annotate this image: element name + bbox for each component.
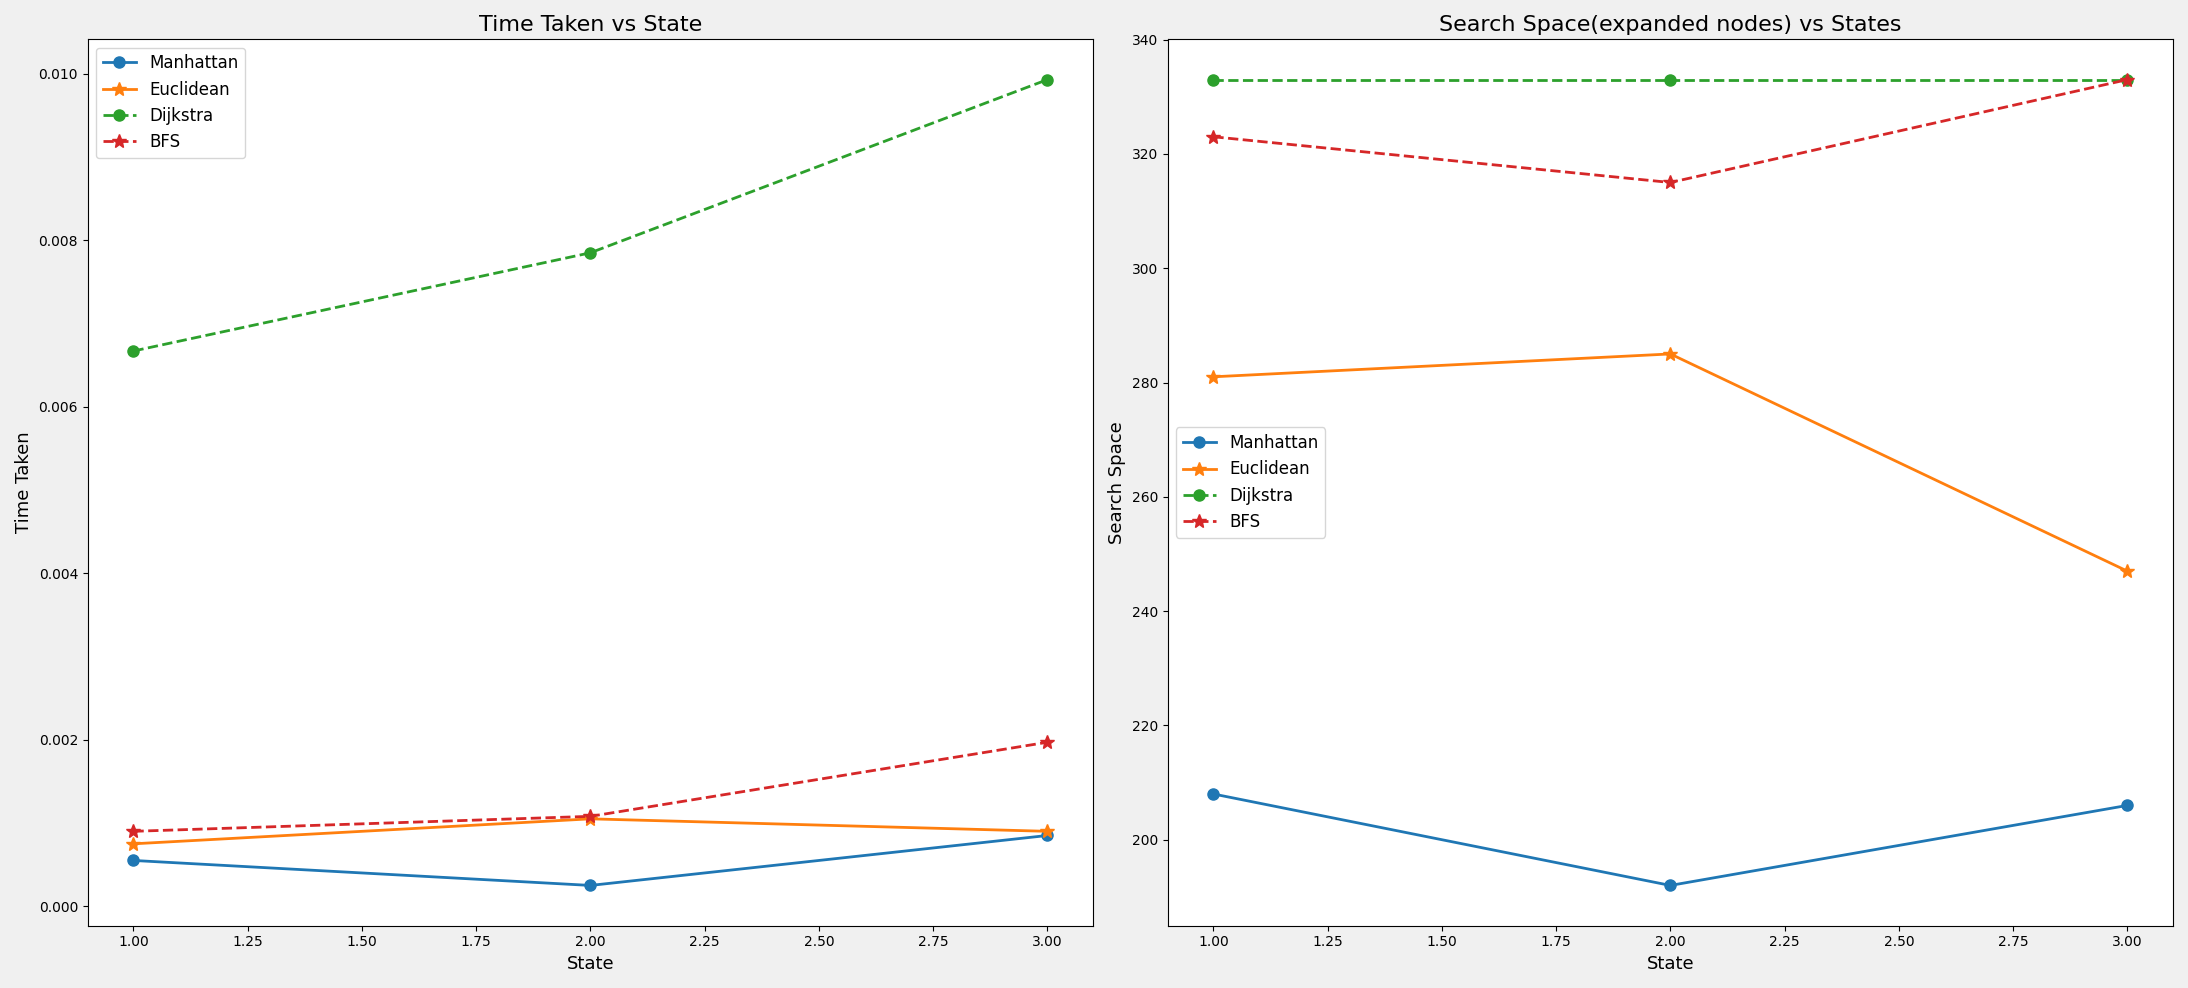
BFS [578, 810, 604, 822]
Y-axis label: Search Space: Search Space [1107, 421, 1127, 544]
Euclidean [1035, 825, 1061, 837]
Line: Dijkstra: Dijkstra [127, 74, 1052, 357]
Title: Search Space(expanded nodes) vs States: Search Space(expanded nodes) vs States [1440, 15, 1901, 35]
Euclidean [120, 838, 147, 850]
Euclidean [578, 813, 604, 825]
Euclidean [1656, 348, 1683, 360]
BFS [2114, 74, 2140, 86]
Line: Euclidean: Euclidean [127, 812, 1055, 851]
Manhattan [1201, 788, 1227, 800]
Legend: Manhattan, Euclidean, Dijkstra, BFS: Manhattan, Euclidean, Dijkstra, BFS [1175, 428, 1326, 537]
BFS [1201, 130, 1227, 142]
BFS [1656, 177, 1683, 189]
Title: Time Taken vs State: Time Taken vs State [479, 15, 702, 35]
Manhattan [578, 879, 604, 891]
Line: BFS: BFS [127, 735, 1055, 838]
Line: Dijkstra: Dijkstra [1208, 74, 2133, 85]
Euclidean [2114, 565, 2140, 577]
BFS [1035, 736, 1061, 748]
Dijkstra [1656, 74, 1683, 86]
Line: BFS: BFS [1206, 73, 2133, 190]
Line: Euclidean: Euclidean [1206, 347, 2133, 578]
Dijkstra [1201, 74, 1227, 86]
Manhattan [120, 855, 147, 866]
Dijkstra [578, 247, 604, 259]
Manhattan [1035, 830, 1061, 842]
Euclidean [1201, 370, 1227, 382]
Manhattan [1656, 879, 1683, 891]
BFS [120, 825, 147, 837]
Legend: Manhattan, Euclidean, Dijkstra, BFS: Manhattan, Euclidean, Dijkstra, BFS [96, 47, 245, 158]
Line: Manhattan: Manhattan [127, 830, 1052, 891]
Manhattan [2114, 799, 2140, 811]
Dijkstra [1035, 74, 1061, 86]
Dijkstra [120, 345, 147, 357]
Y-axis label: Time Taken: Time Taken [15, 432, 33, 534]
X-axis label: State: State [567, 955, 615, 973]
Dijkstra [2114, 74, 2140, 86]
X-axis label: State: State [1648, 955, 1694, 973]
Line: Manhattan: Manhattan [1208, 788, 2133, 891]
